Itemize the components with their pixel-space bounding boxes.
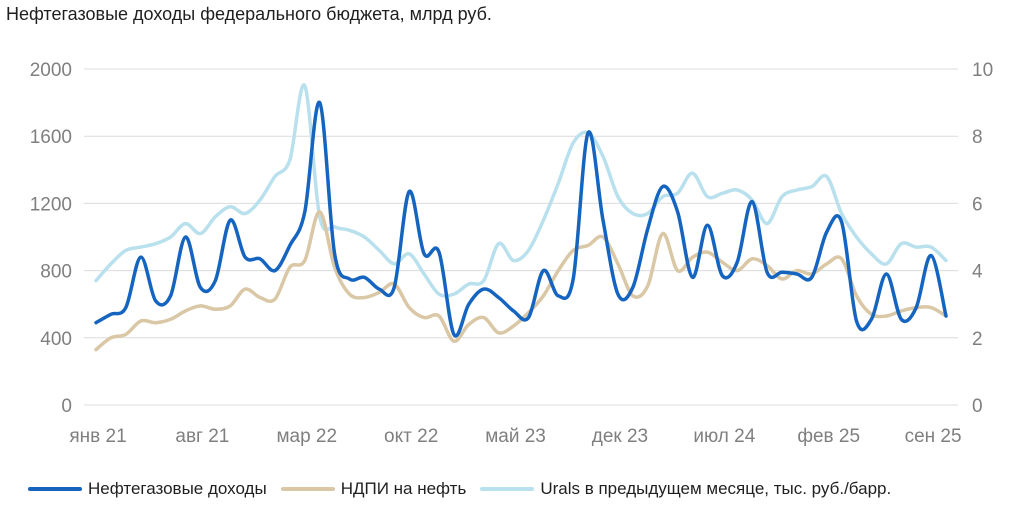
series-line-ndpi	[94, 210, 948, 352]
legend-label-urals: Urals в предыдущем месяце, тыс. руб./бар…	[540, 479, 892, 498]
y-left-tick-label: 1600	[30, 127, 72, 148]
y-axis-right: 0 2 4 6 8 10	[972, 60, 993, 417]
y-right-tick-label: 4	[972, 262, 983, 283]
legend-swatch-ndpi	[280, 487, 335, 491]
legend: Нефтегазовые доходы НДПИ на нефть Urals …	[28, 479, 905, 499]
x-tick-label: окт 22	[384, 426, 438, 447]
series-lines	[94, 83, 948, 352]
y-left-tick-label: 0	[61, 396, 72, 417]
x-tick-label: мар 22	[276, 426, 337, 447]
chart-svg: 0 400 800 1200 1600 2000 0 2 4 6 8 10 янв 21 авг 21…	[30, 60, 993, 447]
legend-item-revenue: Нефтегазовые доходы	[28, 479, 267, 499]
y-axis-left: 0 400 800 1200 1600 2000	[30, 60, 72, 417]
series-line-revenue	[94, 100, 948, 338]
legend-item-urals: Urals в предыдущем месяце, тыс. руб./бар…	[480, 479, 891, 499]
y-left-tick-label: 400	[40, 329, 72, 350]
y-right-tick-label: 8	[972, 127, 983, 148]
legend-swatch-revenue	[28, 487, 82, 491]
y-left-tick-label: 2000	[30, 60, 72, 81]
x-tick-label: сен 25	[905, 426, 962, 447]
x-tick-label: май 23	[485, 426, 546, 447]
grid-lines	[84, 68, 958, 406]
x-tick-label: июл 24	[693, 426, 755, 447]
chart-title: Нефтегазовые доходы федерального бюджета…	[6, 4, 492, 24]
y-right-tick-label: 2	[972, 329, 983, 350]
y-right-tick-label: 6	[972, 194, 983, 215]
legend-swatch-urals	[480, 487, 535, 491]
x-tick-label: дек 23	[592, 426, 648, 447]
legend-item-ndpi: НДПИ на нефть	[280, 479, 467, 499]
x-tick-label: авг 21	[175, 426, 229, 447]
series-line-urals	[94, 83, 948, 298]
x-tick-label: янв 21	[69, 426, 126, 447]
legend-label-revenue: Нефтегазовые доходы	[88, 479, 267, 498]
y-left-tick-label: 1200	[30, 194, 72, 215]
legend-label-ndpi: НДПИ на нефть	[340, 479, 467, 498]
y-right-tick-label: 10	[972, 60, 993, 81]
x-axis: янв 21 авг 21 мар 22 окт 22 май 23 дек 23 июл …	[69, 426, 961, 447]
y-right-tick-label: 0	[972, 396, 983, 417]
x-tick-label: фев 25	[797, 426, 860, 447]
y-left-tick-label: 800	[40, 262, 72, 283]
